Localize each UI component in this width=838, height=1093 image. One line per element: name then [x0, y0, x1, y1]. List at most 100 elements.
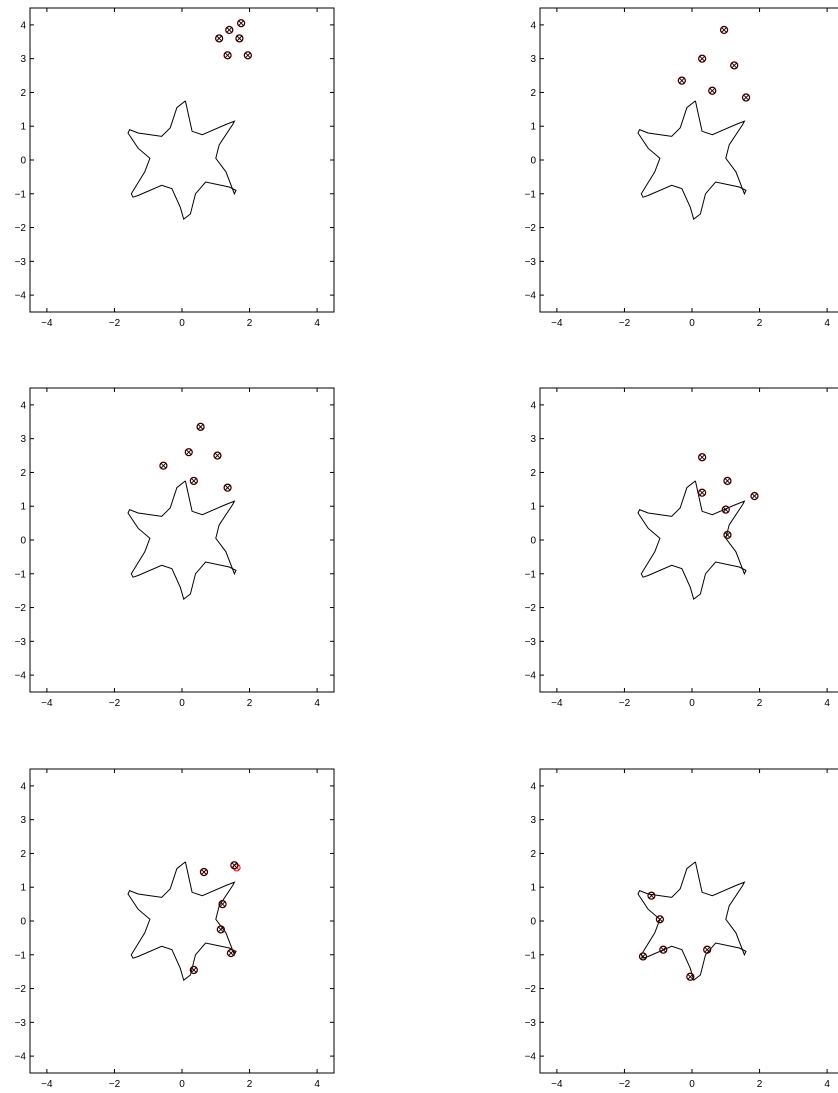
star-outline [637, 861, 747, 981]
y-tick-label: 1 [20, 502, 26, 513]
star-outline [127, 480, 237, 600]
axes-box [29, 7, 335, 313]
y-tick-label: −1 [15, 569, 27, 580]
data-point [223, 51, 232, 60]
data-point [697, 453, 707, 462]
y-tick-label: −3 [15, 257, 27, 268]
data-point [697, 488, 707, 497]
y-tick-label: 2 [20, 468, 26, 479]
data-point [223, 483, 232, 492]
y-tick-label: 3 [20, 54, 26, 65]
y-tick-label: −2 [525, 223, 537, 234]
data-point [730, 61, 739, 70]
x-tick-label: −4 [551, 1079, 563, 1090]
data-point [708, 86, 717, 95]
y-tick-label: −2 [15, 603, 27, 614]
data-point [199, 867, 209, 877]
scatter-panel-3: −4 −2 0 2 4 −4 −3 −2 −1 0 1 2 3 4 [15, 387, 335, 709]
y-tick-label: 2 [530, 88, 536, 99]
x-tick-label: −4 [41, 318, 53, 329]
x-tick-label: 2 [247, 1079, 253, 1090]
scatter-panel-2: −4 −2 0 2 4 −4 −3 −2 −1 0 1 2 3 4 [525, 7, 838, 329]
y-tick-label: 4 [20, 20, 26, 31]
x-tick-label: 0 [689, 318, 695, 329]
y-tick-label: 3 [20, 434, 26, 445]
scatter-panel-1: −4 −2 0 2 4 −4 −3 −2 −1 0 1 2 3 4 [15, 7, 335, 329]
x-tick-label: −2 [619, 698, 631, 709]
x-tick-label: 2 [757, 698, 763, 709]
data-point [638, 952, 648, 961]
y-tick-label: 2 [530, 849, 536, 860]
data-point [655, 915, 665, 924]
x-tick-label: 4 [824, 318, 830, 329]
data-point [230, 861, 239, 870]
data-point [243, 51, 253, 60]
y-tick-label: −4 [15, 1052, 27, 1063]
y-tick-label: 0 [530, 917, 536, 928]
y-tick-label: 1 [20, 883, 26, 894]
x-tick-label: 2 [757, 318, 763, 329]
x-tick-label: 4 [314, 1079, 320, 1090]
data-point [235, 34, 244, 43]
y-tick-label: −4 [525, 291, 537, 302]
x-tick-label: 0 [689, 698, 695, 709]
x-tick-label: 0 [179, 318, 185, 329]
y-tick-label: −4 [525, 1052, 537, 1063]
axes-box [29, 768, 335, 1074]
star-outline [127, 100, 237, 220]
x-tick-label: −4 [41, 698, 53, 709]
data-point [723, 530, 732, 540]
data-point [677, 76, 687, 85]
y-tick-label: −4 [15, 291, 27, 302]
y-tick-label: −1 [15, 189, 27, 200]
y-tick-label: −2 [525, 984, 537, 995]
y-tick-label: 3 [530, 434, 536, 445]
axes-box [539, 387, 838, 693]
y-tick-label: −2 [15, 984, 27, 995]
data-point [226, 948, 236, 958]
star-outline [637, 480, 747, 600]
x-tick-label: 2 [757, 1079, 763, 1090]
data-point [218, 899, 227, 909]
y-tick-label: −3 [525, 1018, 537, 1029]
y-tick-label: 1 [20, 122, 26, 133]
y-tick-label: 4 [20, 781, 26, 792]
y-tick-label: −4 [525, 671, 537, 682]
y-tick-label: −3 [525, 257, 537, 268]
data-point [686, 972, 695, 981]
scatter-panel-5: −4 −2 0 2 4 −4 −3 −2 −1 0 1 2 3 4 [15, 768, 335, 1090]
x-tick-label: 2 [247, 698, 253, 709]
x-tick-label: −2 [109, 318, 121, 329]
data-point [184, 447, 193, 457]
y-tick-label: 1 [530, 883, 536, 894]
y-tick-label: 0 [20, 917, 26, 928]
y-tick-label: −1 [525, 189, 537, 200]
y-tick-label: 0 [20, 536, 26, 547]
y-tick-label: 2 [20, 849, 26, 860]
data-point [225, 25, 234, 35]
y-tick-label: −1 [525, 950, 537, 961]
y-tick-label: 3 [20, 815, 26, 826]
y-tick-label: 3 [530, 54, 536, 65]
x-tick-label: −4 [41, 1079, 53, 1090]
x-tick-label: −2 [619, 318, 631, 329]
data-point [159, 461, 168, 470]
y-tick-label: 4 [530, 781, 536, 792]
scatter-panel-6: −4 −2 0 2 4 −4 −3 −2 −1 0 1 2 3 4 [525, 768, 838, 1090]
y-tick-label: 2 [530, 468, 536, 479]
data-point [189, 476, 199, 486]
data-point [697, 54, 707, 63]
axes-box [539, 768, 838, 1074]
axes-box [539, 7, 838, 313]
y-tick-label: −2 [15, 223, 27, 234]
x-tick-label: −2 [109, 698, 121, 709]
y-tick-label: 0 [20, 156, 26, 167]
data-point [721, 505, 730, 514]
x-tick-label: 4 [314, 698, 320, 709]
data-point [647, 891, 656, 900]
data-point [213, 451, 222, 460]
data-point [723, 476, 732, 486]
y-tick-label: 2 [20, 88, 26, 99]
y-tick-label: −3 [15, 637, 27, 648]
